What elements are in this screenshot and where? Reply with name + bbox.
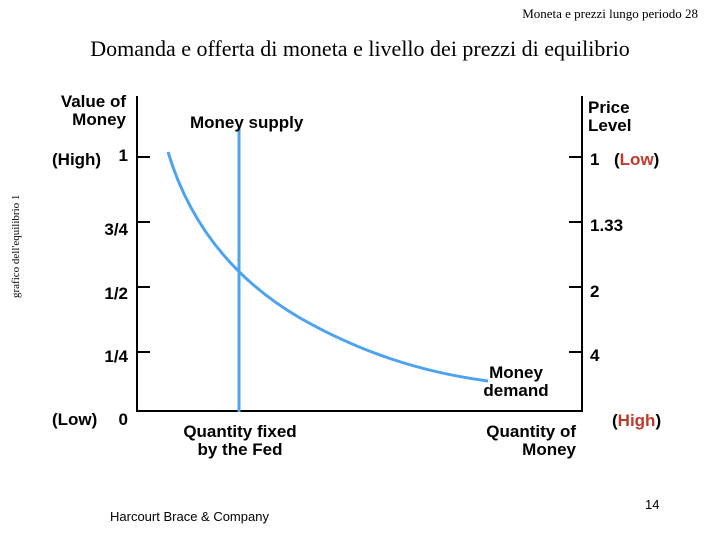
right-tick-label-1-33: 1.33 — [590, 216, 624, 235]
right-high-note-close: ) — [655, 411, 662, 430]
running-header: Moneta e prezzi lungo periodo 28 — [522, 6, 698, 21]
footer-publisher: Harcourt Brace & Company — [110, 509, 269, 524]
left-tick-label-0: 0 — [118, 410, 128, 429]
money-demand-curve — [166, 151, 489, 383]
right-low-note: (Low) — [614, 150, 659, 170]
left-tick-label-3-4: 3/4 — [104, 220, 128, 239]
left-low-note: (Low) — [52, 410, 98, 429]
left-axis-title: Value of Money — [40, 93, 126, 129]
money-demand-label-line1: Money — [489, 363, 543, 382]
quantity-fixed-line1: Quantity fixed — [183, 422, 297, 441]
money-supply-label: Money supply — [190, 113, 304, 132]
right-high-note-open: ( — [612, 411, 618, 430]
right-tick-label-2: 2 — [590, 282, 600, 301]
quantity-of-money-line1: Quantity of — [486, 422, 576, 441]
right-low-note-open: ( — [614, 150, 620, 169]
money-demand-label-line2: demand — [483, 381, 549, 400]
page-number: 14 — [645, 497, 660, 512]
left-tick-label-1: 1 — [118, 146, 128, 165]
quantity-of-money-line2: Money — [522, 440, 576, 459]
quantity-fixed-line2: by the Fed — [197, 440, 283, 459]
right-tick-label-4: 4 — [590, 346, 600, 365]
slide-title: Domanda e offerta di moneta e livello de… — [90, 36, 630, 61]
right-high-note: (High) — [612, 411, 661, 431]
left-axis-title-line1: Value of — [60, 92, 126, 111]
money-demand-label: Money demand — [470, 364, 562, 400]
right-axis-title-line1: Price — [588, 98, 630, 117]
left-axis-title-line2: Money — [72, 110, 126, 129]
quantity-fixed-label: Quantity fixed by the Fed — [164, 423, 316, 459]
left-high-note: (High) — [52, 150, 102, 169]
right-axis-title-line2: Level — [588, 116, 632, 135]
right-tick-label-1: 1 — [590, 150, 600, 169]
left-tick-label-1-4: 1/4 — [104, 347, 128, 366]
right-high-note-word: High — [617, 411, 656, 430]
right-axis-title: Price Level — [588, 99, 631, 135]
right-low-note-close: ) — [653, 150, 660, 169]
right-low-note-word: Low — [619, 150, 654, 169]
quantity-of-money-label: Quantity of Money — [460, 423, 576, 459]
left-tick-label-1-2: 1/2 — [104, 284, 128, 303]
